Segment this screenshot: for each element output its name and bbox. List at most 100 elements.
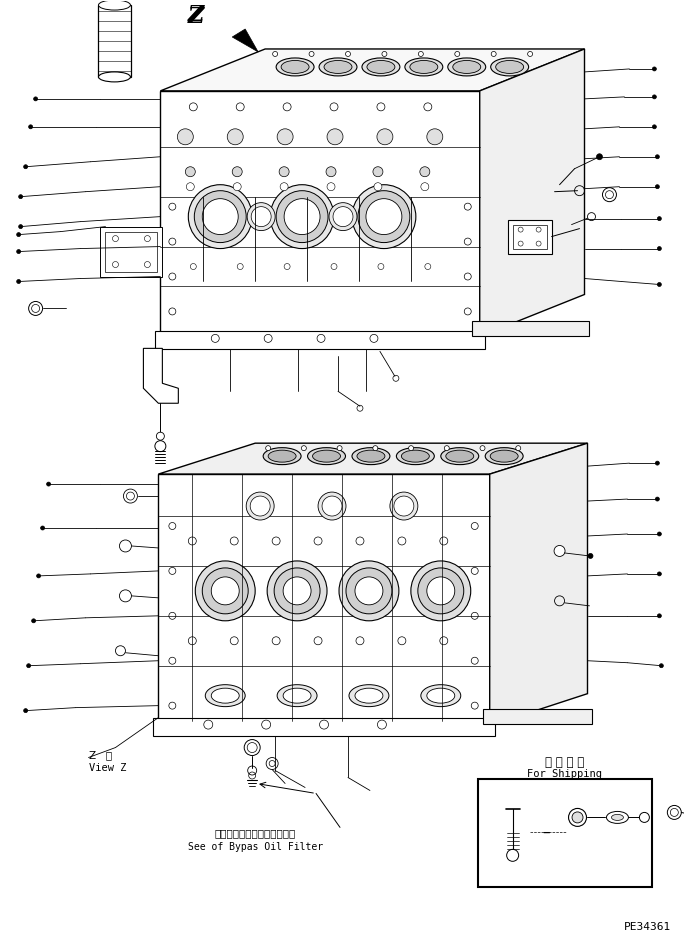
Circle shape — [352, 184, 416, 249]
Circle shape — [660, 664, 663, 668]
Circle shape — [18, 195, 23, 199]
Polygon shape — [158, 474, 490, 726]
Circle shape — [597, 154, 603, 160]
Circle shape — [47, 482, 51, 486]
Text: View Z: View Z — [88, 762, 126, 773]
Ellipse shape — [490, 450, 518, 463]
Circle shape — [16, 279, 21, 284]
Circle shape — [656, 497, 660, 501]
Bar — [472, 322, 590, 337]
Circle shape — [420, 166, 429, 177]
Circle shape — [267, 561, 327, 621]
Polygon shape — [160, 91, 480, 337]
Circle shape — [658, 217, 661, 220]
Ellipse shape — [99, 72, 130, 82]
Circle shape — [345, 51, 351, 57]
Text: For Shipping: For Shipping — [527, 769, 602, 780]
Circle shape — [18, 224, 23, 229]
Ellipse shape — [405, 58, 443, 76]
Circle shape — [32, 619, 36, 622]
Circle shape — [270, 184, 334, 249]
Circle shape — [202, 199, 238, 235]
Circle shape — [227, 129, 243, 145]
Ellipse shape — [362, 58, 400, 76]
Bar — [153, 718, 495, 736]
Ellipse shape — [397, 447, 434, 464]
Circle shape — [572, 812, 583, 823]
Polygon shape — [232, 29, 258, 52]
Ellipse shape — [349, 685, 389, 707]
Circle shape — [588, 213, 595, 220]
Ellipse shape — [276, 58, 314, 76]
Circle shape — [36, 574, 40, 578]
Circle shape — [27, 664, 31, 668]
Circle shape — [24, 709, 27, 712]
Polygon shape — [143, 348, 178, 403]
Circle shape — [247, 202, 275, 231]
Text: Z: Z — [188, 6, 204, 28]
Circle shape — [188, 184, 252, 249]
Circle shape — [527, 51, 533, 57]
Circle shape — [366, 199, 402, 235]
Bar — [512, 224, 547, 249]
Ellipse shape — [490, 58, 529, 76]
Circle shape — [195, 191, 246, 242]
Text: –: – — [542, 825, 549, 840]
Circle shape — [411, 561, 471, 621]
Circle shape — [588, 553, 593, 558]
Circle shape — [427, 129, 443, 145]
Circle shape — [211, 577, 239, 604]
Circle shape — [445, 446, 449, 450]
Text: Z: Z — [188, 4, 204, 26]
Ellipse shape — [319, 58, 357, 76]
Circle shape — [491, 51, 496, 57]
Circle shape — [658, 247, 661, 251]
Ellipse shape — [355, 688, 383, 703]
Circle shape — [656, 155, 660, 159]
Ellipse shape — [352, 447, 390, 464]
Circle shape — [322, 496, 342, 516]
Circle shape — [667, 805, 682, 819]
Ellipse shape — [283, 688, 311, 703]
Ellipse shape — [496, 61, 523, 74]
Text: PE34361: PE34361 — [624, 922, 671, 932]
Circle shape — [418, 568, 464, 614]
Ellipse shape — [446, 450, 474, 463]
Ellipse shape — [324, 61, 352, 74]
Circle shape — [455, 51, 460, 57]
Circle shape — [16, 250, 21, 254]
Bar — [483, 709, 593, 724]
Ellipse shape — [410, 61, 438, 74]
Circle shape — [186, 166, 195, 177]
Text: バイパスオイルフィルタ参照: バイパスオイルフィルタ参照 — [214, 829, 296, 838]
Ellipse shape — [401, 450, 429, 463]
Text: Z   視: Z 視 — [88, 750, 112, 761]
Circle shape — [273, 51, 277, 57]
Ellipse shape — [206, 685, 245, 707]
Polygon shape — [158, 443, 588, 474]
Circle shape — [516, 446, 521, 450]
Circle shape — [24, 165, 27, 168]
Bar — [99, 5, 132, 77]
Circle shape — [202, 568, 248, 614]
Circle shape — [283, 577, 311, 604]
Circle shape — [394, 496, 414, 516]
Circle shape — [195, 561, 256, 621]
Polygon shape — [490, 443, 588, 726]
Ellipse shape — [312, 450, 340, 463]
Circle shape — [309, 51, 314, 57]
Circle shape — [333, 206, 353, 227]
Circle shape — [377, 129, 393, 145]
Circle shape — [554, 546, 565, 556]
Circle shape — [507, 850, 519, 861]
Ellipse shape — [277, 685, 317, 707]
Polygon shape — [479, 49, 584, 337]
Circle shape — [244, 740, 260, 756]
Circle shape — [284, 199, 320, 235]
Ellipse shape — [99, 0, 130, 10]
Bar — [477, 780, 652, 887]
Circle shape — [421, 183, 429, 191]
Circle shape — [232, 166, 242, 177]
Circle shape — [326, 166, 336, 177]
Circle shape — [373, 166, 383, 177]
